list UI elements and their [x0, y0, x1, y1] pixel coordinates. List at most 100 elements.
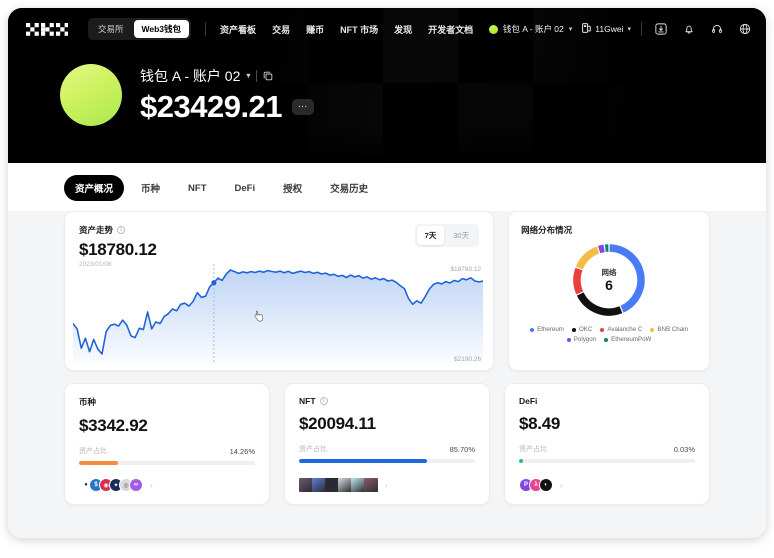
trend-chart[interactable]: $18780.12 $2190.26 [73, 264, 484, 364]
tab-defi[interactable]: DeFi [234, 182, 256, 194]
wallet-avatar [60, 64, 122, 126]
balance-row: $23429.21 … [140, 89, 315, 125]
info-icon[interactable]: i [117, 226, 126, 234]
hero-fade [8, 123, 766, 163]
chevron-right-icon[interactable]: › [560, 480, 563, 490]
legend-label: Polygon [573, 336, 597, 343]
nft-thumbnail [351, 478, 365, 492]
chart-label-max: $18780.12 [450, 266, 482, 273]
info-icon[interactable]: i [319, 397, 328, 405]
legend-item-bnb-chain: BNB Chain [650, 326, 688, 333]
legend-item-polygon: Polygon [566, 336, 597, 343]
gas-icon [582, 23, 592, 35]
stat-progress-fill [79, 461, 118, 465]
legend-swatch [571, 327, 576, 332]
stat-ratio-value: 85.70% [449, 444, 475, 454]
stat-card-title: NFT [299, 396, 316, 406]
stat-progress-fill [299, 459, 428, 463]
stat-ratio-label: 资产占比 [79, 448, 107, 455]
token-icon: ◐ [539, 478, 553, 492]
nft-thumbnail [325, 478, 339, 492]
stat-icon-row[interactable]: › [299, 478, 475, 492]
headset-icon[interactable] [708, 20, 726, 38]
chevron-right-icon[interactable]: › [150, 480, 153, 490]
donut-segment-avalanche-c[interactable] [573, 267, 584, 295]
network-distribution-card: 网络分布情况 网络 6 Ethereum OKC Avalanche C BNB Ch… [508, 211, 710, 371]
nft-thumbnail [299, 478, 313, 492]
network-card-title: 网络分布情况 [521, 225, 573, 235]
okx-logo[interactable] [26, 22, 68, 36]
nav-links: 资产看板 交易 赚币 NFT 市场 发现 开发者文档 [220, 23, 473, 36]
chevron-down-icon: ▾ [627, 26, 631, 33]
account-selector[interactable]: 钱包 A - 账户 02 ▾ [488, 23, 572, 35]
nav-right-cluster: 钱包 A - 账户 02 ▾ 11Gwei ▾ [488, 20, 754, 38]
stat-ratio-label: 资产占比 [299, 446, 327, 453]
gas-price-selector[interactable]: 11Gwei ▾ [582, 23, 631, 35]
nav-divider [205, 22, 207, 36]
token-icon-stack: ♦ $ ◉ ✦ ◎ ∞ [79, 478, 143, 492]
stat-card-tokens: 币种 $3342.92 资产占比 14.26% ♦ $ ◉ ✦ ◎ ∞ › [64, 383, 270, 505]
nav-link-discover[interactable]: 发现 [394, 24, 413, 35]
donut-center-value: 6 [605, 276, 613, 293]
wallet-name-row[interactable]: 钱包 A - 账户 02 ▾ [140, 66, 314, 86]
asset-trend-card: 资产走势 i $18780.12 2023/01/08 7天 30天 [64, 211, 495, 371]
more-options-button[interactable]: … [292, 98, 315, 115]
copy-icon[interactable] [263, 71, 273, 81]
chart-label-min: $2190.26 [453, 356, 482, 363]
nav-link-earn[interactable]: 赚币 [306, 24, 325, 35]
legend-item-okc: OKC [571, 326, 593, 333]
nav-link-trade[interactable]: 交易 [272, 24, 291, 35]
globe-icon[interactable] [736, 20, 754, 38]
product-toggle[interactable]: 交易所 Web3钱包 [88, 17, 192, 41]
legend-item-ethereum: Ethereum [530, 326, 564, 333]
legend-label: Avalanche C [607, 326, 643, 333]
nav-link-developer-docs[interactable]: 开发者文档 [428, 24, 474, 35]
trend-header: 资产走势 i $18780.12 2023/01/08 7天 30天 [79, 224, 480, 268]
stat-card-title: DeFi [519, 396, 538, 406]
stat-card-value: $3342.92 [79, 416, 148, 435]
gas-price-label: 11Gwei [595, 24, 624, 34]
legend-swatch [650, 327, 655, 332]
stat-progress-fill [519, 459, 523, 463]
legend-label: BNB Chain [657, 326, 688, 333]
toggle-exchange[interactable]: 交易所 [98, 23, 124, 34]
legend-swatch [566, 337, 571, 342]
trend-range-selector[interactable]: 7天 30天 [414, 224, 480, 247]
top-navigation-bar: 交易所 Web3钱包 资产看板 交易 赚币 NFT 市场 发现 开发者文档 钱包… [8, 8, 766, 50]
nav-link-assets-board[interactable]: 资产看板 [220, 24, 257, 35]
stat-progress-track [299, 459, 475, 463]
download-icon[interactable] [652, 20, 670, 38]
tab-transactions[interactable]: 交易历史 [330, 184, 369, 195]
trend-header-left: 资产走势 i $18780.12 2023/01/08 [79, 224, 157, 268]
stat-ratio-label: 资产占比 [519, 446, 547, 453]
range-30d[interactable]: 30天 [453, 231, 470, 240]
tab-tokens[interactable]: 币种 [141, 184, 161, 195]
nav-link-nft-market[interactable]: NFT 市场 [340, 24, 379, 35]
donut-segment-polygon[interactable] [597, 244, 605, 254]
network-donut-svg [573, 244, 645, 316]
tab-bar: 资产概况 币种 NFT DeFi 授权 交易历史 [8, 163, 766, 211]
chevron-right-icon[interactable]: › [385, 480, 388, 490]
legend-item-avalanche-c: Avalanche C [600, 326, 642, 333]
chevron-down-icon[interactable]: ▾ [246, 71, 251, 80]
tab-approvals[interactable]: 授权 [283, 184, 303, 195]
stat-card-title: 币种 [79, 397, 97, 407]
tab-overview[interactable]: 资产概况 [64, 175, 125, 201]
donut-segment-ethereum[interactable] [609, 244, 645, 313]
legend-item-ethereumpow: EthereumPoW [604, 336, 651, 343]
wallet-meta: 钱包 A - 账户 02 ▾ $23429.21 … [140, 66, 315, 125]
page-body: 资产概况 币种 NFT DeFi 授权 交易历史 资产走势 i [8, 163, 766, 538]
range-7d[interactable]: 7天 [416, 226, 445, 245]
donut-segment-okc[interactable] [576, 292, 623, 316]
token-icon: ∞ [129, 478, 143, 492]
tab-nft[interactable]: NFT [188, 182, 207, 194]
toggle-web3-wallet[interactable]: Web3钱包 [133, 19, 190, 39]
legend-label: OKC [578, 326, 593, 333]
legend-swatch [530, 327, 535, 332]
donut-segment-bnb-chain[interactable] [575, 246, 600, 270]
bell-icon[interactable] [680, 20, 698, 38]
stat-icon-row[interactable]: ♦ $ ◉ ✦ ◎ ∞ › [79, 478, 255, 492]
